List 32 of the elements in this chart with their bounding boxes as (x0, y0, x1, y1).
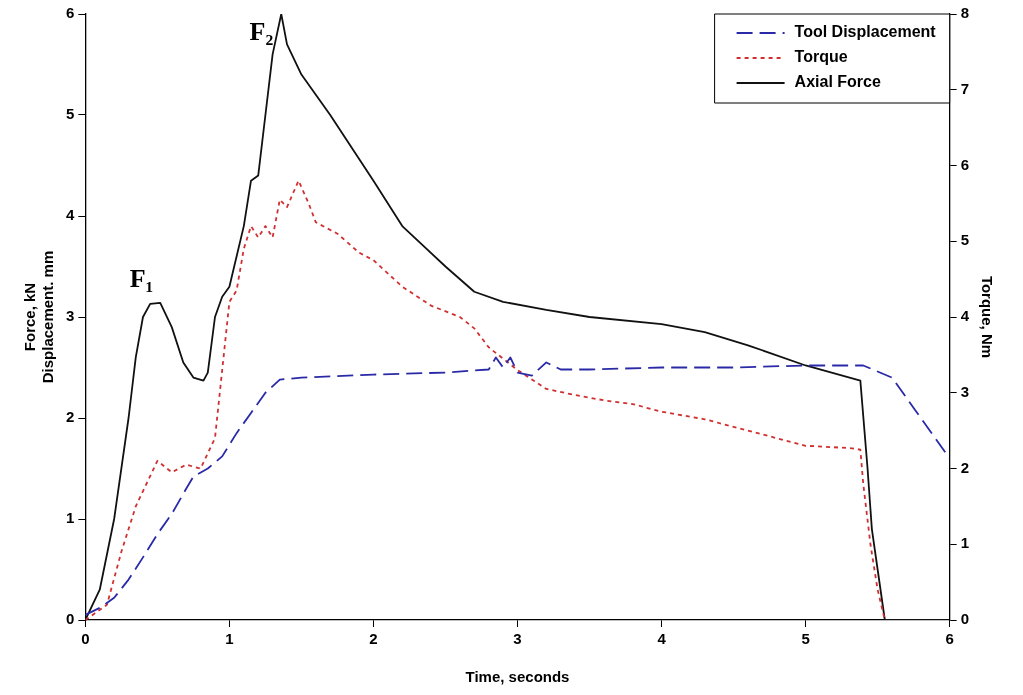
y2-tick-label: 8 (960, 4, 969, 22)
x-tick-label: 0 (81, 630, 90, 648)
x-tick-label: 6 (945, 630, 954, 648)
y2-tick-label: 1 (960, 534, 969, 552)
y-tick-label: 0 (66, 610, 75, 628)
x-tick-label: 1 (225, 630, 234, 648)
line-series (85, 179, 886, 620)
annotation: F₁ (129, 263, 154, 293)
y2-tick-label: 7 (960, 79, 969, 97)
y2-axis-title: Torque, Nm (978, 275, 996, 359)
x-tick-label: 2 (369, 630, 378, 648)
annotation: F₂ (249, 16, 274, 46)
x-tick-label: 4 (657, 630, 667, 648)
y-tick-label: 2 (66, 408, 75, 426)
y2-tick-label: 5 (960, 231, 969, 249)
y-tick-label: 4 (66, 206, 75, 224)
legend-label: Torque (794, 48, 848, 66)
legend-label: Tool Displacement (794, 23, 937, 41)
x-tick-label: 5 (801, 630, 810, 648)
y2-tick-label: 4 (960, 307, 970, 325)
y2-tick-label: 2 (960, 458, 969, 476)
y2-tick-label: 3 (960, 382, 969, 400)
legend-label: Axial Force (794, 73, 881, 91)
y-axis-title: Force, kN Displacement. mm (21, 250, 57, 384)
y-tick-label: 1 (66, 509, 75, 527)
y-tick-label: 5 (66, 105, 75, 123)
y-tick-label: 6 (66, 4, 75, 22)
x-axis-title: Time, seconds (465, 668, 570, 686)
y2-tick-label: 6 (960, 155, 969, 173)
y2-tick-label: 0 (960, 610, 969, 628)
y-tick-label: 3 (66, 307, 75, 325)
x-tick-label: 3 (513, 630, 522, 648)
